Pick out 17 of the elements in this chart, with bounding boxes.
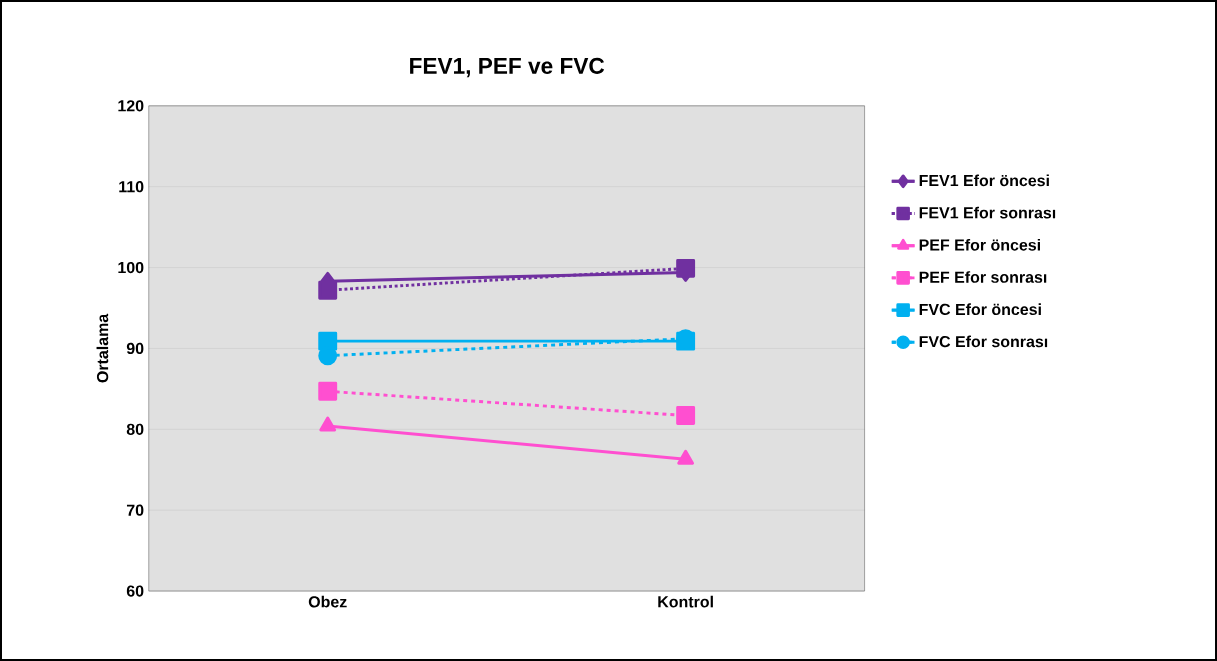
y-tick-label: 110 [119,181,144,193]
y-axis-title: Ortalama [96,313,109,383]
legend-label: PEF Efor sonrası [919,271,1047,283]
y-tick-label: 60 [126,585,144,597]
y-tick-label: 100 [118,261,144,274]
legend-label: FVC Efor sonrası [919,335,1048,348]
legend-label: FEV1 Efor öncesi [919,174,1049,187]
legend-label: FVC Efor öncesi [919,303,1041,316]
y-tick-label: 90 [126,342,144,355]
x-tick-label: Obez [308,595,347,608]
legend-label: PEF Efor öncesi [919,238,1040,251]
legend-label: FEV1 Efor sonrası [919,206,1056,219]
y-tick-label: 80 [126,423,144,435]
y-tick-label: 70 [126,504,144,516]
y-tick-label: 120 [118,100,144,112]
chart-title: FEV1, PEF ve FVC [410,57,605,78]
x-tick-label: Kontrol [658,595,713,608]
